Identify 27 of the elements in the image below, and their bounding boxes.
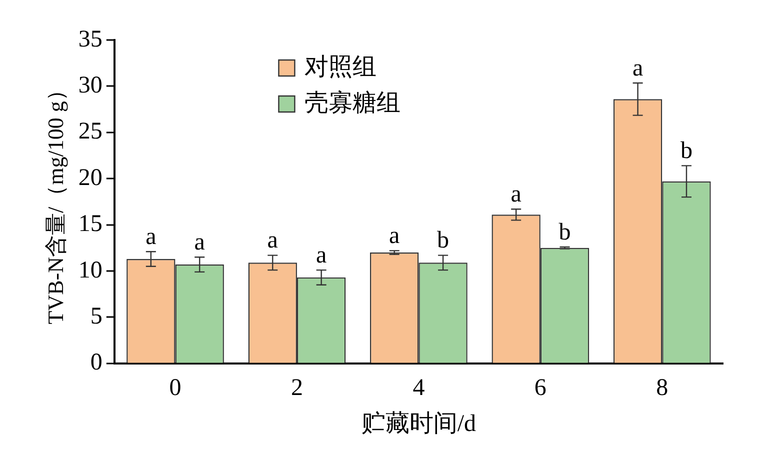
- x-tick-label: 8: [656, 375, 668, 402]
- data-label: a: [146, 224, 157, 250]
- x-tick-label: 2: [290, 375, 303, 402]
- data-label: b: [437, 228, 450, 254]
- data-label: b: [680, 138, 692, 164]
- y-tick-label: 0: [90, 350, 102, 376]
- y-tick-label: 5: [90, 303, 102, 330]
- x-tick-label: 4: [412, 375, 425, 402]
- x-tick-label: 6: [534, 375, 546, 402]
- data-label: a: [194, 229, 206, 256]
- x-tick-label: 0: [169, 375, 182, 402]
- data-label: a: [267, 228, 278, 254]
- data-label: a: [510, 181, 522, 208]
- y-tick-label: 25: [78, 118, 102, 145]
- data-label: a: [316, 242, 327, 268]
- y-tick-label: 35: [78, 26, 102, 52]
- y-axis-title: TVB-N含量/（mg/100 g）: [42, 79, 68, 324]
- data-label: a: [632, 55, 644, 82]
- x-axis-title: 贮藏时间/d: [361, 410, 476, 437]
- legend-label: 对照组: [304, 54, 377, 80]
- y-tick-label: 20: [78, 164, 102, 191]
- y-tick-label: 15: [78, 211, 102, 238]
- legend-label: 壳寡糖组: [304, 89, 401, 116]
- data-label: a: [389, 222, 400, 249]
- data-label: b: [558, 219, 571, 246]
- y-tick-label: 10: [78, 257, 102, 284]
- y-tick-label: 30: [78, 72, 102, 98]
